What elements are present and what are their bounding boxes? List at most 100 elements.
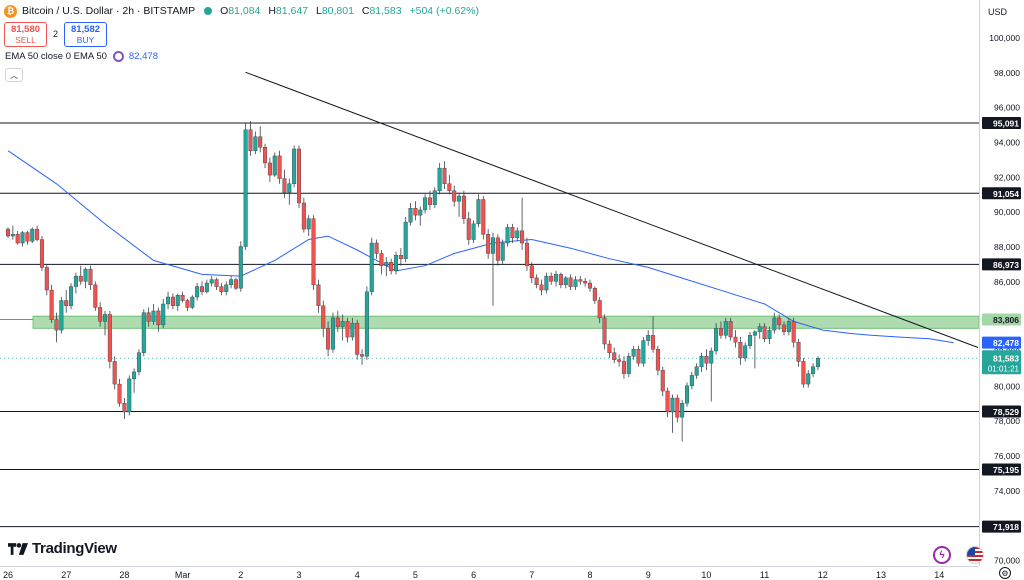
candle-body xyxy=(685,385,690,404)
candle xyxy=(64,290,69,313)
candle xyxy=(452,185,457,207)
candle xyxy=(510,223,515,244)
candle-body xyxy=(224,284,229,292)
candle-body xyxy=(64,300,69,306)
candle-body xyxy=(209,279,214,284)
candle xyxy=(350,317,355,341)
low-label: L xyxy=(315,5,322,17)
y-tick-label: 80,000 xyxy=(994,381,1020,391)
candle xyxy=(655,345,660,376)
last-price-text: 81,583 xyxy=(993,353,1019,363)
candle xyxy=(102,310,107,336)
x-tick-label: 8 xyxy=(587,570,592,580)
currency-selector[interactable]: USD xyxy=(988,6,1008,17)
candle xyxy=(689,371,694,390)
sell-label: SELL xyxy=(15,35,36,45)
candle xyxy=(287,178,292,205)
candle xyxy=(238,241,243,292)
candle-body xyxy=(588,282,593,289)
candle-body xyxy=(54,319,59,331)
candle xyxy=(272,152,277,177)
level-price-label-bg xyxy=(982,187,1021,200)
candle xyxy=(791,317,796,348)
gear-icon[interactable]: ⚙ xyxy=(999,567,1011,579)
candle xyxy=(127,375,132,416)
candle-body xyxy=(277,155,282,179)
candle xyxy=(733,330,738,348)
candle xyxy=(379,249,384,275)
level-price-label: 91,054 xyxy=(982,187,1021,200)
symbol-title[interactable]: Bitcoin / U.S. Dollar · 2h · BITSTAMP xyxy=(22,5,196,17)
candle xyxy=(762,323,767,343)
candle xyxy=(631,345,636,360)
buy-button[interactable]: 81,582 BUY xyxy=(64,22,107,47)
candle xyxy=(811,363,816,378)
candle-body xyxy=(495,237,500,261)
candle-body xyxy=(704,356,709,364)
level-price-label: 86,973 xyxy=(982,258,1021,271)
close-value: 81,583 xyxy=(369,5,402,17)
tradingview-logo-icon xyxy=(8,542,28,555)
candle xyxy=(641,337,646,367)
candle xyxy=(30,227,35,244)
candle xyxy=(141,309,146,357)
candle-body xyxy=(83,268,88,282)
symbol-header: ₿ Bitcoin / U.S. Dollar · 2h · BITSTAMP … xyxy=(0,0,484,22)
candle xyxy=(413,201,418,221)
candle xyxy=(219,283,224,296)
candle xyxy=(423,194,428,214)
low-value: 80,801 xyxy=(321,5,354,17)
us-flag-icon[interactable] xyxy=(966,546,984,564)
candle xyxy=(476,194,481,228)
indicator-legend[interactable]: EMA 50 close 0 EMA 50 82,478 xyxy=(5,51,158,62)
candle xyxy=(258,126,263,153)
x-tick-label: 2 xyxy=(238,570,243,580)
candle-body xyxy=(544,275,549,291)
candle-body xyxy=(49,289,54,320)
collapse-legend-button[interactable]: ︿ xyxy=(5,68,23,82)
candle xyxy=(78,265,83,285)
candle xyxy=(515,227,520,242)
candle-body xyxy=(10,234,15,237)
candle-body xyxy=(461,195,466,219)
candle xyxy=(394,251,399,275)
candle xyxy=(132,368,137,393)
candle-body xyxy=(748,335,753,346)
candle-body xyxy=(73,275,78,287)
candle xyxy=(25,230,30,245)
chevron-up-icon: ︿ xyxy=(10,70,18,80)
candle-body xyxy=(592,288,597,301)
candle-body xyxy=(786,321,791,333)
level-price-label-bg xyxy=(982,463,1021,476)
candle-body xyxy=(117,383,122,404)
sell-button[interactable]: 81,580 SELL xyxy=(4,22,47,47)
candle-body xyxy=(694,366,699,376)
candle xyxy=(563,276,568,289)
zone-price-label-bg xyxy=(982,313,1021,326)
candle xyxy=(418,206,423,226)
candle-body xyxy=(112,361,117,385)
candle xyxy=(98,302,103,327)
high-label: H xyxy=(268,5,276,17)
candle xyxy=(59,297,64,334)
candle-body xyxy=(330,317,335,350)
candle-body xyxy=(631,349,636,357)
candle-body xyxy=(612,352,617,360)
candle-body xyxy=(651,335,656,350)
candle xyxy=(185,298,190,311)
lightning-icon[interactable]: ϟ xyxy=(933,546,951,564)
candle-body xyxy=(88,268,93,286)
tradingview-logo[interactable]: TradingView xyxy=(8,540,117,557)
candle-body xyxy=(660,369,665,392)
candle-body xyxy=(607,343,612,353)
candle xyxy=(680,399,685,442)
x-tick-label: 28 xyxy=(119,570,129,580)
candle xyxy=(738,337,743,365)
candle xyxy=(495,234,500,266)
candle-body xyxy=(306,218,311,230)
open-label: O xyxy=(220,5,229,17)
candle xyxy=(500,239,505,264)
